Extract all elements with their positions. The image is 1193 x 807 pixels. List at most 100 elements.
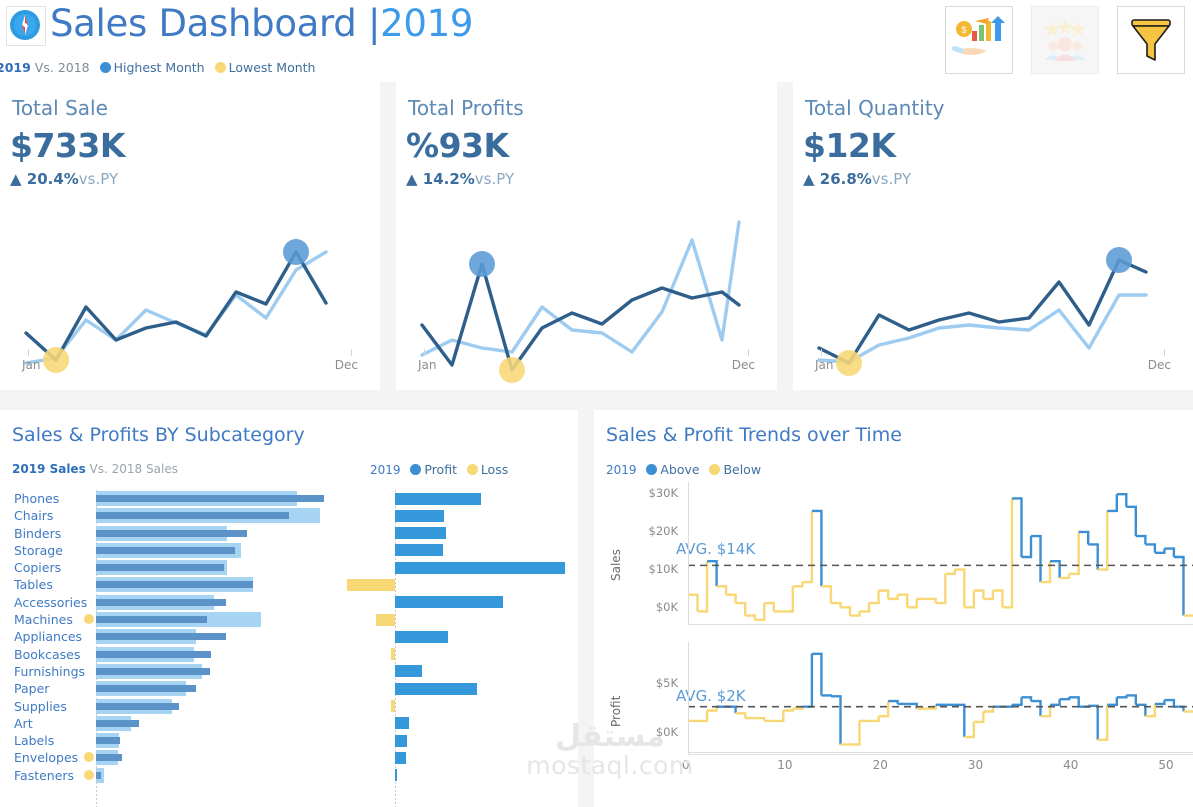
legend-prev-year: 2018 <box>57 60 90 75</box>
loss-bar <box>390 700 395 713</box>
subcategory-row[interactable]: Paper <box>0 680 578 697</box>
kpi-card-total-quantity[interactable]: Total Quantity $12K ▲ 26.8%vs.PY Jan Dec <box>793 82 1193 390</box>
profit-row[interactable] <box>340 663 578 680</box>
trend-step-segment <box>1173 555 1185 616</box>
profit-row[interactable] <box>340 559 578 576</box>
loss-bar <box>346 578 395 591</box>
filter-funnel-icon[interactable] <box>1117 6 1185 74</box>
subcategory-row[interactable]: Labels <box>0 732 578 749</box>
profit-row[interactable] <box>340 698 578 715</box>
trends-legend: 2019 Above Below <box>606 462 761 477</box>
below-dot-icon <box>709 464 721 475</box>
trend-step-segment <box>1126 694 1137 705</box>
trend-step-segment <box>973 589 985 599</box>
profit-row[interactable] <box>340 646 578 663</box>
subcategory-row[interactable]: Tables <box>0 576 578 593</box>
sales-trend-chart: Sales $30K $20K $10K $0K AVG. $14K <box>594 482 1193 637</box>
trend-step-segment <box>1021 696 1033 702</box>
customers-rating-icon[interactable] <box>1031 6 1099 74</box>
trend-step-segment <box>878 589 890 599</box>
sales-ytick-10k: $10K <box>648 562 679 576</box>
axis-tick-end <box>748 349 749 356</box>
profit-row[interactable] <box>340 507 578 524</box>
kpi-delta-suffix: vs.PY <box>474 170 515 188</box>
trend-step-segment <box>1154 700 1166 706</box>
subcategory-row[interactable]: Copiers <box>0 559 578 576</box>
profit-row[interactable] <box>340 749 578 766</box>
bar-2019 <box>96 667 210 675</box>
profit-row[interactable] <box>340 525 578 542</box>
subcategory-bars <box>96 680 328 697</box>
trend-step-segment <box>840 606 852 616</box>
subcategory-label: Phones <box>14 491 60 506</box>
subcategory-row[interactable]: Art <box>0 715 578 732</box>
trend-step-segment <box>1012 497 1023 557</box>
x-axis-tick: 0 <box>682 758 690 772</box>
profit-row[interactable] <box>340 576 578 593</box>
page-title-year: 2019 <box>380 2 474 45</box>
trend-step-segment <box>964 721 975 739</box>
subcategory-legend: 2019 Sales Vs. 2018 Sales <box>12 462 178 476</box>
subcategory-bars <box>96 767 328 784</box>
sales-growth-icon[interactable]: $ <box>945 6 1013 74</box>
subcategory-bars <box>96 594 328 611</box>
bar-2019 <box>96 564 224 572</box>
axis-tick-start <box>28 349 29 356</box>
profit-bar <box>395 630 448 643</box>
kpi-sparkline <box>801 200 1181 404</box>
trend-step-segment <box>973 711 985 724</box>
trend-step-segment <box>859 603 871 613</box>
subcategory-row[interactable]: Furnishings <box>0 663 578 680</box>
kpi-card-total-profits[interactable]: Total Profits %93K ▲ 14.2%vs.PY Jan Dec <box>396 82 777 390</box>
profit-row[interactable] <box>340 611 578 628</box>
trend-step-segment <box>754 603 766 621</box>
profit-bar <box>395 596 503 609</box>
bar-2019 <box>96 719 140 727</box>
trend-step-segment <box>1088 543 1099 570</box>
trend-step-segment <box>1116 695 1128 699</box>
subcategory-row[interactable]: Accessories <box>0 594 578 611</box>
subcategory-row[interactable]: Chairs <box>0 507 578 524</box>
kpi-delta-value: ▲ 20.4% <box>10 170 79 188</box>
subcategory-row[interactable]: Envelopes <box>0 749 578 766</box>
profit-bar <box>395 492 482 505</box>
profit-row[interactable] <box>340 490 578 507</box>
profit-bar <box>395 682 477 695</box>
subcategory-row[interactable]: Supplies <box>0 698 578 715</box>
trend-step-segment <box>735 601 747 616</box>
profit-row[interactable] <box>340 680 578 697</box>
bar-2019 <box>96 685 197 693</box>
subcategory-row[interactable]: Bookcases <box>0 646 578 663</box>
trend-step-segment <box>1164 547 1176 557</box>
subcategory-label: Bookcases <box>14 646 81 662</box>
loss-dot-icon <box>466 464 478 475</box>
trend-step-segment <box>1069 696 1080 707</box>
profit-row[interactable] <box>340 715 578 732</box>
subcategory-label: Supplies <box>14 698 67 714</box>
subcategory-bars <box>96 646 328 663</box>
trend-step-segment <box>735 712 747 719</box>
subcategory-row[interactable]: Appliances <box>0 628 578 645</box>
x-axis-tick: 30 <box>967 758 984 772</box>
profit-row[interactable] <box>340 542 578 559</box>
trend-step-segment <box>1059 697 1071 701</box>
trend-step-segment <box>821 585 833 604</box>
subcategory-row[interactable]: Storage <box>0 542 578 559</box>
kpi-card-total-sale[interactable]: Total Sale $733K ▲ 20.4%vs.PY Jan Dec <box>0 82 380 390</box>
subcategory-bar-chart: Phones Chairs Binders Storage Copiers Tables A… <box>0 490 578 807</box>
profit-row[interactable] <box>340 628 578 645</box>
subcategory-row[interactable]: Fasteners <box>0 767 578 784</box>
subcategory-row[interactable]: Phones <box>0 490 578 507</box>
x-axis-tick: 50 <box>1158 758 1174 772</box>
subcategory-row[interactable]: Binders <box>0 525 578 542</box>
subcategory-row[interactable]: Machines <box>0 611 578 628</box>
loss-marker-icon <box>84 769 94 780</box>
profit-row[interactable] <box>340 732 578 749</box>
trend-step-segment <box>1145 543 1157 553</box>
profit-row[interactable] <box>340 594 578 611</box>
profit-row[interactable] <box>340 767 578 784</box>
subcategory-label: Binders <box>14 525 62 541</box>
subcategory-label: Storage <box>14 542 63 558</box>
legend-2019-sales: 2019 Sales <box>12 462 86 476</box>
subcategory-bars <box>96 698 328 715</box>
